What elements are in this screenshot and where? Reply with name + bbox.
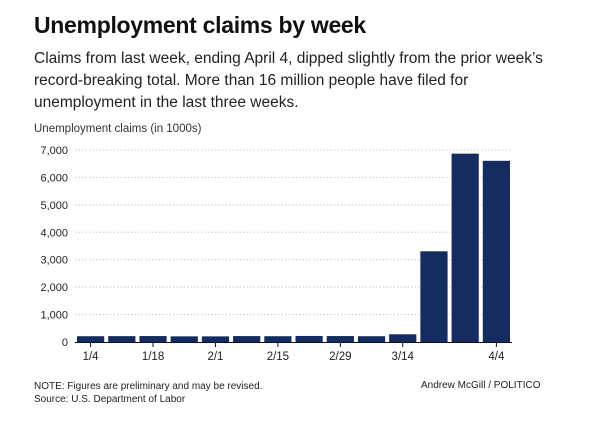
y-tick-label: 4,000	[40, 227, 68, 239]
x-tick-label: 1/18	[142, 351, 164, 363]
credit-line: Andrew McGill / POLITICO	[421, 380, 541, 391]
bars	[77, 153, 510, 342]
bar	[389, 334, 417, 342]
y-tick-label: 5,000	[40, 200, 68, 212]
bar	[451, 153, 479, 342]
bar	[108, 336, 136, 342]
y-tick-label: 3,000	[40, 255, 68, 267]
bar	[170, 336, 198, 342]
x-tick-label: 2/1	[207, 351, 223, 363]
bar	[264, 336, 292, 342]
bar	[139, 336, 167, 342]
footer-note-block: NOTE: Figures are preliminary and may be…	[34, 380, 262, 406]
chart-title: Unemployment claims by week	[34, 12, 366, 38]
bar	[326, 336, 354, 342]
bar	[357, 336, 386, 342]
chart-subtitle: Claims from last week, ending April 4, d…	[34, 50, 543, 111]
source-note: Source: U.S. Department of Labor	[34, 394, 186, 405]
y-tick-label: 6,000	[40, 172, 68, 184]
y-tick-label: 0	[62, 337, 68, 349]
y-tick-label: 1,000	[40, 310, 68, 322]
y-axis-ticks: 0 1,000 2,000 3,000 4,000 5,000 6,000 7,000	[40, 145, 68, 349]
bar	[201, 336, 230, 342]
bar	[295, 335, 323, 342]
bar	[482, 160, 510, 342]
bar	[233, 336, 261, 342]
y-axis-label: Unemployment claims (in 1000s)	[34, 123, 202, 135]
x-axis-ticks: 1/4 1/18 2/1 2/15 2/29 3/14 4/4	[83, 342, 505, 363]
footnote: NOTE: Figures are preliminary and may be…	[34, 381, 263, 392]
x-tick-label: 4/4	[488, 351, 505, 363]
bar	[77, 336, 105, 342]
y-tick-label: 7,000	[40, 145, 68, 157]
x-tick-label: 2/29	[329, 351, 351, 363]
x-tick-label: 1/4	[83, 351, 100, 363]
x-tick-label: 3/14	[392, 351, 415, 363]
x-tick-label: 2/15	[267, 351, 289, 363]
bar	[420, 251, 448, 342]
y-tick-label: 2,000	[40, 282, 68, 294]
